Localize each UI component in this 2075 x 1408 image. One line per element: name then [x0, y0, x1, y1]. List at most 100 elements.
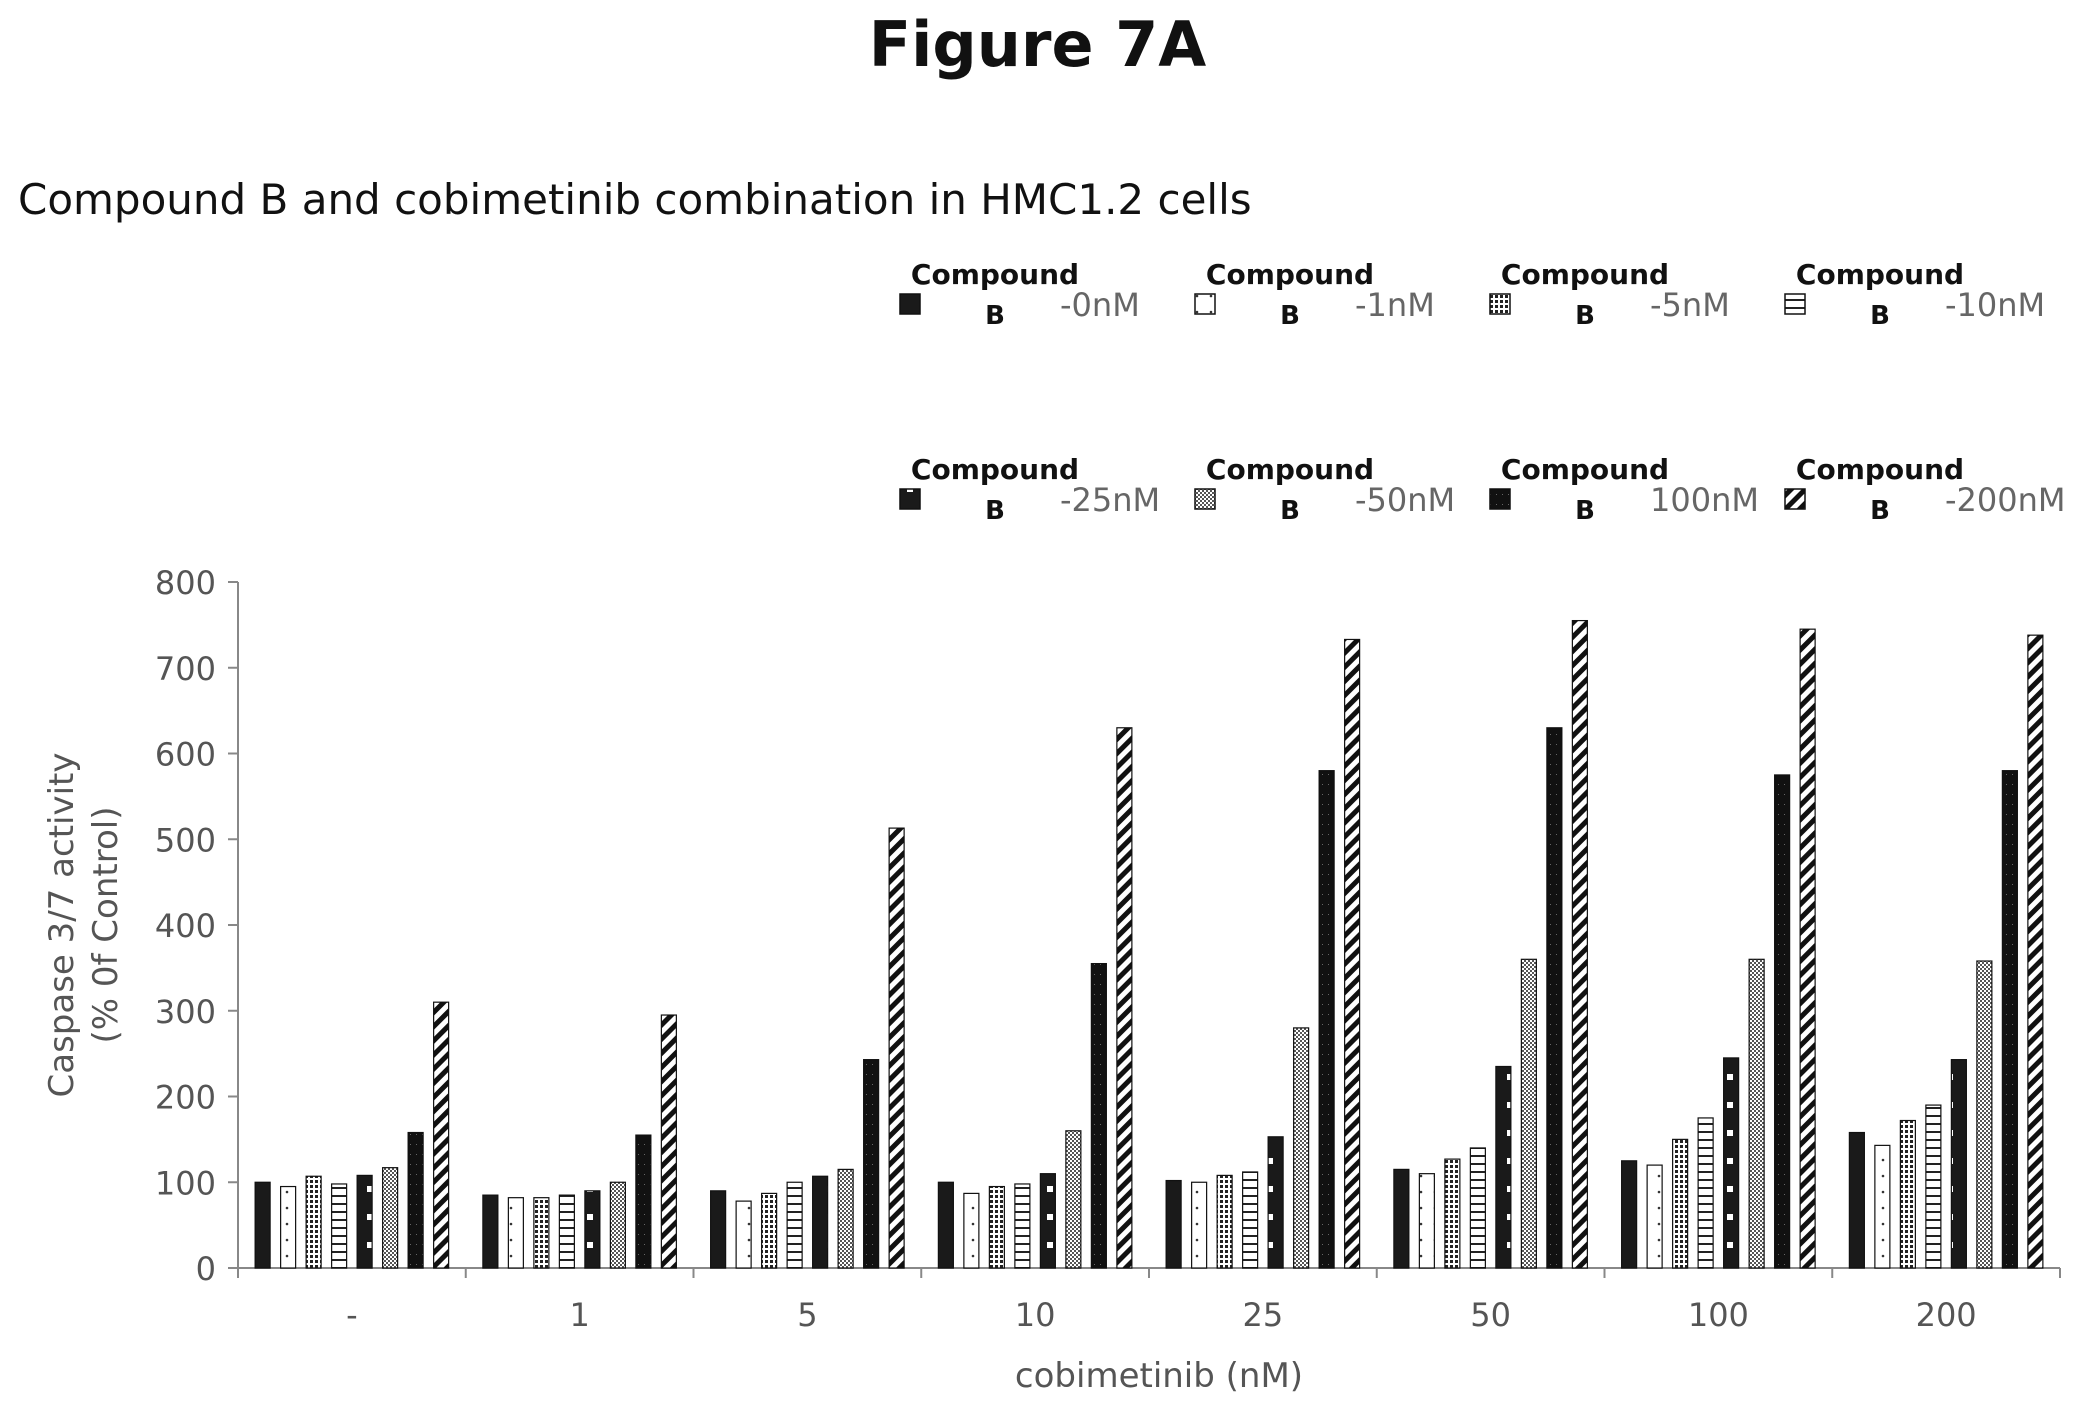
- bar-1--25nM: [584, 1190, 601, 1269]
- legend-label-unit: 100nM: [1650, 481, 1759, 519]
- legend-label-letter: B: [1280, 301, 1300, 331]
- bar----50nM: [382, 1167, 399, 1269]
- bar-100--0nM: [1621, 1160, 1638, 1269]
- legend-label-word: Compound: [1796, 453, 1964, 486]
- bar-10--5nM: [988, 1185, 1005, 1269]
- legend-label-letter: B: [985, 496, 1005, 526]
- bar-1--0nM: [482, 1194, 499, 1269]
- bar-50--10nM: [1469, 1147, 1486, 1269]
- bar-200--10nM: [1925, 1104, 1942, 1269]
- legend-label-word: Compound: [1206, 453, 1374, 486]
- legend-label-letter: B: [1575, 496, 1595, 526]
- bar-200--25nM: [1950, 1059, 1967, 1269]
- bar-5--50nM: [837, 1168, 854, 1269]
- legend-label-unit: -50nM: [1355, 481, 1455, 519]
- legend-label-unit: -1nM: [1355, 286, 1435, 324]
- x-tick-label: 1: [569, 1296, 589, 1334]
- y-tick-label: 0: [196, 1250, 216, 1288]
- bar-5--10nM: [786, 1181, 803, 1269]
- bar-50--5nM: [1444, 1158, 1461, 1269]
- x-tick-label: 200: [1916, 1296, 1977, 1334]
- legend-swatch: [1784, 488, 1806, 510]
- bar----200nM: [433, 1001, 450, 1269]
- bar-1-100nM: [635, 1134, 652, 1269]
- x-tick-label: 10: [1015, 1296, 1056, 1334]
- x-tick-label: 5: [797, 1296, 817, 1334]
- legend-label-word: Compound: [1501, 453, 1669, 486]
- bar-50--50nM: [1520, 958, 1537, 1269]
- y-tick-label: 300: [155, 993, 216, 1031]
- bar-25--10nM: [1242, 1171, 1259, 1269]
- legend-swatch: [899, 488, 921, 510]
- bar-5--1nM: [735, 1200, 752, 1269]
- bar---100nM: [407, 1131, 424, 1269]
- x-tick-label: 25: [1243, 1296, 1284, 1334]
- legend-label-unit: -10nM: [1945, 286, 2045, 324]
- legend-swatch: [1489, 488, 1511, 510]
- bar-5--25nM: [812, 1175, 829, 1269]
- x-axis-title: cobimetinib (nM): [1015, 1356, 1303, 1396]
- bar-100--5nM: [1672, 1138, 1689, 1269]
- bar-100--25nM: [1723, 1057, 1740, 1269]
- y-axis-title-line2: (% 0f Control): [86, 807, 126, 1044]
- bar----5nM: [305, 1175, 322, 1269]
- legend-swatch: [1194, 293, 1216, 315]
- legend-label-letter: B: [1575, 301, 1595, 331]
- legend-swatch: [899, 293, 921, 315]
- bar-10--25nM: [1039, 1173, 1056, 1269]
- legend-label-word: Compound: [911, 258, 1079, 291]
- bar----25nM: [356, 1174, 373, 1269]
- bar-10--1nM: [963, 1192, 980, 1269]
- bar-5--0nM: [710, 1190, 727, 1269]
- bar-50--25nM: [1495, 1065, 1512, 1269]
- y-tick-label: 400: [155, 907, 216, 945]
- bar-200--5nM: [1899, 1119, 1916, 1269]
- legend-swatch: [1489, 293, 1511, 315]
- y-tick-label: 100: [155, 1164, 216, 1202]
- legend-label-unit: -5nM: [1650, 286, 1730, 324]
- legend-swatch: [1194, 488, 1216, 510]
- bar-25--1nM: [1191, 1181, 1208, 1269]
- bar-100--10nM: [1697, 1117, 1714, 1269]
- bar-200--1nM: [1874, 1144, 1891, 1269]
- bar-25--0nM: [1165, 1179, 1182, 1269]
- bar-200--0nM: [1848, 1131, 1865, 1269]
- bar-200--200nM: [2027, 634, 2044, 1269]
- legend-label-letter: B: [985, 301, 1005, 331]
- x-tick-label: 50: [1470, 1296, 1511, 1334]
- bar-1--10nM: [558, 1194, 575, 1269]
- bar-50--0nM: [1393, 1168, 1410, 1269]
- bar-25--5nM: [1216, 1174, 1233, 1269]
- bar-100--200nM: [1799, 628, 1816, 1269]
- bar-100-100nM: [1774, 774, 1791, 1269]
- bar----1nM: [280, 1185, 297, 1269]
- chart-title: Compound B and cobimetinib combination i…: [18, 175, 1252, 224]
- y-axis-title-line1: Caspase 3/7 activity: [42, 753, 82, 1098]
- legend-label-letter: B: [1870, 496, 1890, 526]
- bar-200--50nM: [1976, 960, 1993, 1269]
- bar----0nM: [254, 1181, 271, 1269]
- x-tick-label: -: [346, 1296, 358, 1334]
- bar-50--1nM: [1418, 1173, 1435, 1269]
- bar-10--200nM: [1116, 727, 1133, 1269]
- legend-label-word: Compound: [911, 453, 1079, 486]
- y-tick-label: 500: [155, 821, 216, 859]
- y-tick-label: 200: [155, 1079, 216, 1117]
- legend-swatch: [1784, 293, 1806, 315]
- legend-label-letter: B: [1280, 496, 1300, 526]
- bar-50-100nM: [1546, 727, 1563, 1269]
- bar----10nM: [331, 1183, 348, 1269]
- bar-10--0nM: [937, 1181, 954, 1269]
- legend-label-letter: B: [1870, 301, 1890, 331]
- x-tick-label: 100: [1688, 1296, 1749, 1334]
- legend-label-unit: -25nM: [1060, 481, 1160, 519]
- bar-5--5nM: [761, 1192, 778, 1269]
- bar-1--1nM: [507, 1197, 524, 1269]
- bar-5-100nM: [863, 1059, 880, 1269]
- bar-25--200nM: [1344, 638, 1361, 1269]
- bar-100--50nM: [1748, 958, 1765, 1269]
- bar-1--5nM: [533, 1197, 550, 1269]
- bar-25-100nM: [1318, 770, 1335, 1269]
- bar-1--200nM: [660, 1014, 677, 1269]
